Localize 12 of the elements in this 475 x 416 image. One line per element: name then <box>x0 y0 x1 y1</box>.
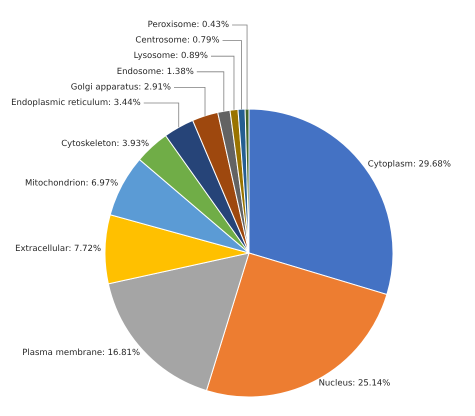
slice-label: Endosome: 1.38% <box>116 66 194 77</box>
slice-label: Cytoskeleton: 3.93% <box>61 138 150 149</box>
slice-label: Cytoplasm: 29.68% <box>368 160 451 170</box>
slice-label: Centrosome: 0.79% <box>135 36 220 46</box>
slice-label: Endoplasmic reticulum: 3.44% <box>11 98 141 108</box>
slice-label: Nucleus: 25.14% <box>318 378 390 389</box>
slice-label: Peroxisome: 0.43% <box>148 20 230 30</box>
slice-label: Lysosome: 0.89% <box>134 51 208 62</box>
slice-label: Golgi apparatus: 2.91% <box>70 82 172 92</box>
slice-label: Plasma membrane: 16.81% <box>22 348 140 358</box>
slice-label: Extracellular: 7.72% <box>15 244 102 254</box>
slice-label: Mitochondrion: 6.97% <box>24 178 118 189</box>
